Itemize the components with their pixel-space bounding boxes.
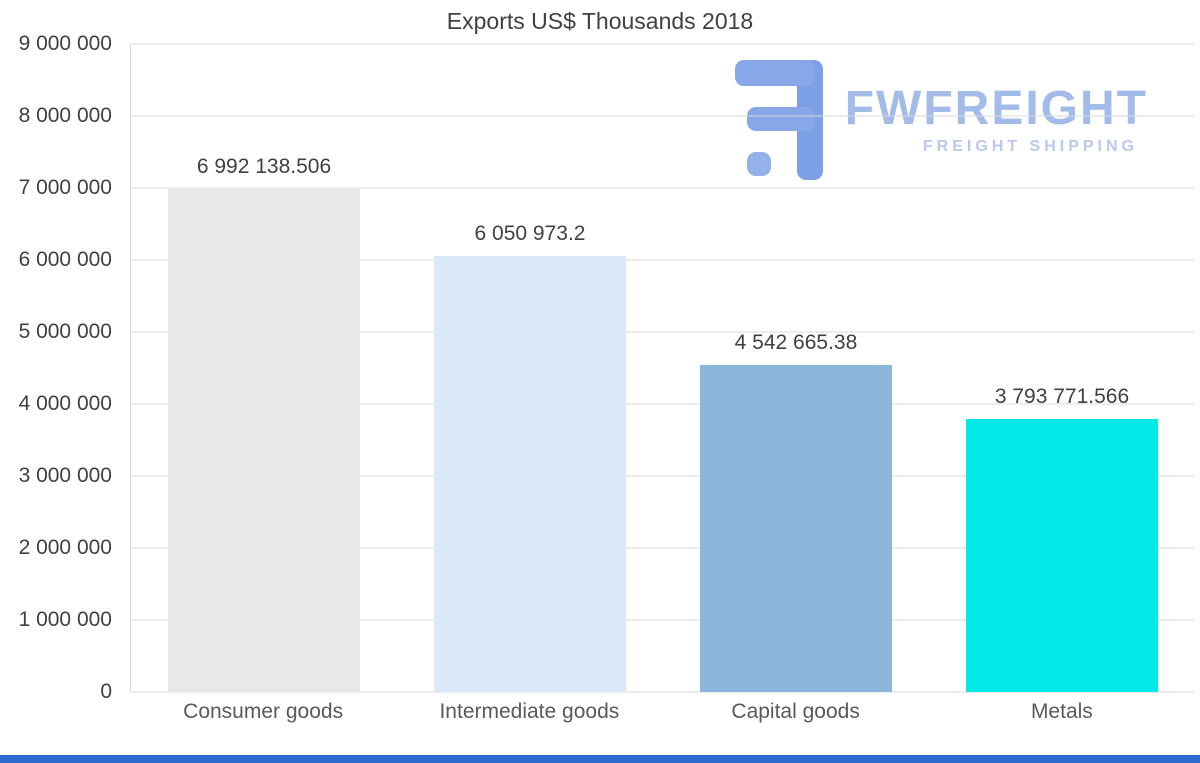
bar-value-label: 6 050 973.2: [474, 222, 586, 246]
y-tick-label: 2 000 000: [18, 536, 112, 559]
bar-column: 6 050 973.2: [397, 44, 663, 692]
logo: FWFREIGHT FREIGHT SHIPPING: [734, 60, 1148, 180]
y-tick-label: 8 000 000: [18, 103, 112, 127]
chart-title: Exports US$ Thousands 2018: [446, 8, 754, 34]
bar-capital-goods: 4 542 665.38: [700, 331, 892, 692]
bar-column: 6 992 138.506: [131, 44, 397, 692]
y-axis-labels: 9 000 000 8 000 000 7 000 000 6 000 000 5 00…: [0, 32, 120, 703]
logo-text: FWFREIGHT FREIGHT SHIPPING: [844, 81, 1148, 156]
plot-area: 6 992 138.506 6 050 973.2 4 542 665.38 3 79…: [130, 43, 1195, 693]
bar-column: 4 542 665.38: [663, 44, 929, 692]
x-axis-label: Metals: [1030, 700, 1093, 723]
bar-column: 3 793 771.566: [929, 44, 1195, 692]
gridline: [131, 619, 1195, 621]
y-tick-label: 5 000 000: [18, 319, 112, 343]
x-axis-labels: Consumer goods Intermediate goods Capital …: [130, 700, 1195, 724]
bar-value-label: 3 793 771.566: [994, 384, 1130, 408]
gridline: [131, 187, 1195, 189]
bar-value-label: 4 542 665.38: [734, 330, 858, 354]
bar-intermediate-goods: 6 050 973.2: [434, 222, 626, 692]
y-tick-label: 0: [100, 680, 112, 703]
y-tick-label: 6 000 000: [18, 248, 112, 271]
freight-logo-icon: [734, 60, 823, 180]
bar-value-label: 6 992 138.506: [196, 154, 332, 178]
bar-consumer-goods: 6 992 138.506: [168, 155, 360, 692]
y-tick-label: 4 000 000: [18, 392, 112, 415]
gridline: [131, 475, 1195, 477]
x-axis-label: Intermediate goods: [439, 700, 620, 723]
bar-metals: 3 793 771.566: [966, 385, 1158, 692]
y-tick-label: 7 000 000: [18, 175, 112, 199]
y-tick-label: 1 000 000: [18, 607, 112, 631]
logo-brand: FWFREIGHT: [844, 81, 1148, 135]
bars-group: 6 992 138.506 6 050 973.2 4 542 665.38 3 79…: [131, 44, 1195, 692]
gridline: [131, 403, 1195, 405]
gridline: [131, 691, 1195, 693]
gridline: [131, 43, 1195, 45]
gridline: [131, 115, 1195, 117]
x-axis-label: Capital goods: [731, 700, 860, 723]
gridline: [131, 547, 1195, 549]
logo-tagline: FREIGHT SHIPPING: [922, 138, 1138, 156]
footer-accent-bar: [0, 755, 1200, 763]
gridline: [131, 259, 1195, 261]
y-tick-label: 9 000 000: [18, 32, 112, 55]
x-axis-label: Consumer goods: [183, 700, 344, 723]
y-tick-label: 3 000 000: [18, 464, 112, 487]
gridline: [131, 331, 1195, 333]
